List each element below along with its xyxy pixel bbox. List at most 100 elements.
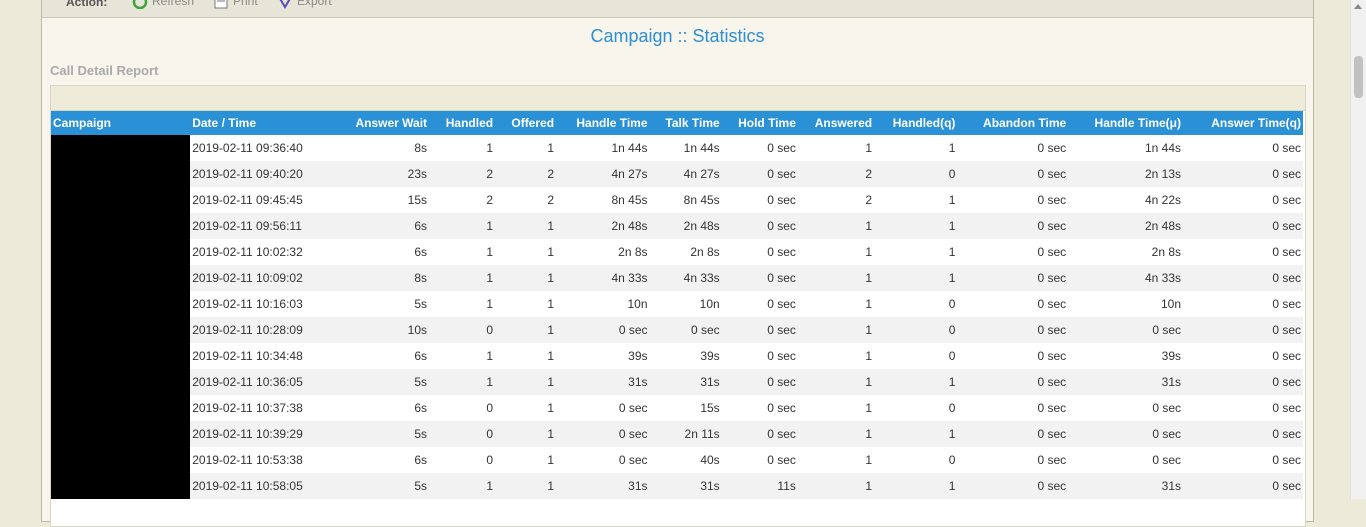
table-cell: 0: [874, 161, 958, 187]
table-cell: 0 sec: [1183, 421, 1303, 447]
table-cell: 5s: [322, 369, 430, 395]
table-cell: 1: [495, 343, 557, 369]
table-cell: 2n 48s: [649, 213, 722, 239]
table-row[interactable]: 2019-02-11 10:34:48 6s 1 1 39s 39s 0 sec 1 0 0 se…: [51, 343, 1303, 369]
table-cell: 0 sec: [1183, 213, 1303, 239]
table-cell: 1: [874, 473, 958, 499]
table-cell: 0 sec: [1183, 395, 1303, 421]
table-row[interactable]: 2019-02-11 10:39:29 5s 0 1 0 sec 2n 11s 0 sec 1…: [51, 421, 1303, 447]
table-cell: 6s: [322, 447, 430, 473]
table-cell: 2: [797, 161, 875, 187]
table-cell: 4n 27s: [556, 161, 650, 187]
table-cell: 1: [495, 239, 557, 265]
table-cell: 1: [797, 135, 875, 161]
table-cell: 6s: [322, 239, 430, 265]
export-label: Export: [297, 0, 332, 8]
col-header-abandon-time[interactable]: Abandon Time: [957, 111, 1069, 135]
table-cell: 6s: [322, 395, 430, 421]
table-cell: 0 sec: [1183, 343, 1303, 369]
table-cell: 2: [495, 187, 557, 213]
table-cell: 0 sec: [556, 317, 650, 343]
table-cell: 0 sec: [1183, 447, 1303, 473]
redacted-campaign-cell: [51, 343, 191, 369]
table-cell: 0 sec: [957, 369, 1069, 395]
table-cell: 0 sec: [1183, 291, 1303, 317]
table-cell: 0 sec: [721, 213, 798, 239]
table-cell: 1: [874, 421, 958, 447]
table-cell: 1: [495, 291, 557, 317]
table-row[interactable]: 2019-02-11 10:02:32 6s 1 1 2n 8s 2n 8s 0 sec 1 1…: [51, 239, 1303, 265]
col-header-handle-time[interactable]: Handle Time: [556, 111, 650, 135]
col-header-talk-time[interactable]: Talk Time: [649, 111, 722, 135]
table-cell: 1: [495, 395, 557, 421]
table-row[interactable]: 2019-02-11 10:09:02 8s 1 1 4n 33s 4n 33s 0 sec…: [51, 265, 1303, 291]
scroll-thumb[interactable]: [1354, 56, 1363, 98]
table-cell: 39s: [649, 343, 722, 369]
table-cell: 31s: [1068, 369, 1183, 395]
refresh-label: Refresh: [152, 0, 195, 8]
table-cell: 0 sec: [957, 187, 1069, 213]
table-cell: 6s: [322, 343, 430, 369]
redacted-campaign-cell: [51, 135, 191, 161]
table-cell: 0: [874, 395, 958, 421]
table-row[interactable]: 2019-02-11 10:28:09 10s 0 1 0 sec 0 sec 0 sec 1…: [51, 317, 1303, 343]
page-scrollbar[interactable]: [1350, 0, 1366, 499]
table-cell: 31s: [649, 473, 722, 499]
table-cell: 0: [874, 317, 958, 343]
table-cell: 0: [874, 291, 958, 317]
table-cell: 6s: [322, 213, 430, 239]
table-row[interactable]: 2019-02-11 10:16:03 5s 1 1 10n 10n 0 sec 1 0 0 se…: [51, 291, 1303, 317]
table-cell: 0 sec: [957, 447, 1069, 473]
table-row[interactable]: 2019-02-11 09:40:20 23s 2 2 4n 27s 4n 27s 0 se…: [51, 161, 1303, 187]
col-header-campaign[interactable]: Campaign: [51, 111, 191, 135]
redacted-campaign-cell: [51, 187, 191, 213]
col-header-answer-time-q[interactable]: Answer Time(q): [1183, 111, 1303, 135]
table-cell: 1: [495, 473, 557, 499]
table-cell: 1: [495, 421, 557, 447]
table-row[interactable]: 2019-02-11 10:36:05 5s 1 1 31s 31s 0 sec 1 1 0 se…: [51, 369, 1303, 395]
redacted-campaign-cell: [51, 239, 191, 265]
table-cell: 1: [797, 473, 875, 499]
export-button[interactable]: Export: [277, 0, 332, 9]
table-row[interactable]: 2019-02-11 09:45:45 15s 2 2 8n 45s 8n 45s 0 se…: [51, 187, 1303, 213]
col-header-offered[interactable]: Offered: [495, 111, 557, 135]
table-cell: 0 sec: [721, 447, 798, 473]
col-header-handled-q[interactable]: Handled(q): [874, 111, 958, 135]
table-cell: 15s: [322, 187, 430, 213]
table-cell: 1: [797, 317, 875, 343]
table-cell: 0 sec: [721, 369, 798, 395]
table-cell: 1: [429, 291, 496, 317]
table-cell: 1: [429, 473, 496, 499]
table-cell: 4n 33s: [649, 265, 722, 291]
print-button[interactable]: Print: [213, 0, 258, 9]
table-cell: 0: [874, 447, 958, 473]
table-cell: 0: [874, 343, 958, 369]
scroll-up-icon[interactable]: [1354, 4, 1362, 9]
col-header-date-time[interactable]: Date / Time: [190, 111, 323, 135]
table-cell: 0 sec: [957, 395, 1069, 421]
table-cell: 1: [495, 317, 557, 343]
table-cell: 0 sec: [721, 343, 798, 369]
table-cell: 0 sec: [1183, 239, 1303, 265]
table-cell: 0 sec: [721, 291, 798, 317]
print-label: Print: [233, 0, 258, 8]
table-row[interactable]: 2019-02-11 09:56:11 6s 1 1 2n 48s 2n 48s 0 sec…: [51, 213, 1303, 239]
table-cell: 0 sec: [1183, 473, 1303, 499]
export-icon: [279, 0, 291, 9]
table-row[interactable]: 2019-02-11 09:36:40 8s 1 1 1n 44s 1n 44s 0 sec…: [51, 135, 1303, 161]
col-header-handle-time-mu[interactable]: Handle Time(μ): [1068, 111, 1183, 135]
table-row[interactable]: 2019-02-11 10:37:38 6s 0 1 0 sec 15s 0 sec 1 0 0 …: [51, 395, 1303, 421]
col-header-handled[interactable]: Handled: [429, 111, 496, 135]
col-header-hold-time[interactable]: Hold Time: [721, 111, 798, 135]
table-cell: 1: [797, 447, 875, 473]
table-cell: 0 sec: [957, 135, 1069, 161]
table-cell: 1: [797, 369, 875, 395]
col-header-answer-wait[interactable]: Answer Wait: [322, 111, 430, 135]
table-cell: 0 sec: [1183, 317, 1303, 343]
table-row[interactable]: 2019-02-11 10:53:38 6s 0 1 0 sec 40s 0 sec 1 0 0 …: [51, 447, 1303, 473]
table-row[interactable]: 2019-02-11 10:58:05 5s 1 1 31s 31s 11s 1 1 0 sec 3…: [51, 473, 1303, 499]
col-header-answered[interactable]: Answered: [797, 111, 875, 135]
table-cell: 2019-02-11 09:56:11: [190, 213, 323, 239]
table-cell: 1n 44s: [556, 135, 650, 161]
refresh-button[interactable]: Refresh: [132, 0, 194, 9]
